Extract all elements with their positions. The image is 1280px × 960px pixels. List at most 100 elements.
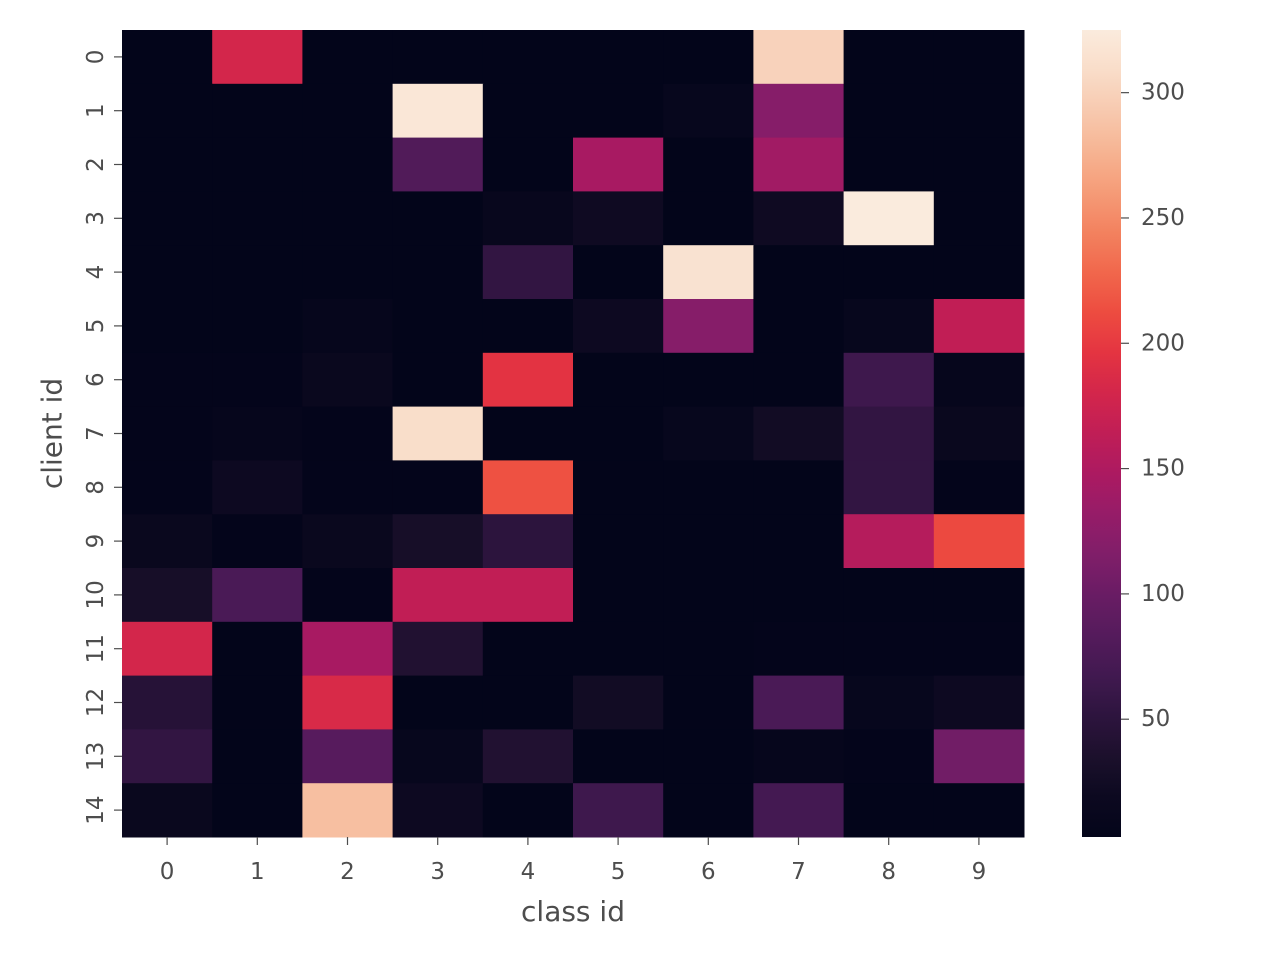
heatmap-cell-r11-c9 [933,621,1025,677]
heatmap-cell-r6-c5 [573,352,664,408]
heatmap-cell-r2-c6 [663,137,754,192]
heatmap-cell-r5-c7 [753,299,845,354]
heatmap-cell-r1-c4 [482,83,574,139]
heatmap-cell-r12-c4 [482,675,574,730]
heatmap-cell-r12-c7 [753,675,845,730]
y-tick-label: 7 [83,426,109,441]
heatmap-cell-r14-c1 [212,783,303,838]
heatmap-cell-r4-c2 [302,245,394,300]
heatmap-cell-r12-c6 [663,675,754,730]
heatmap-cell-r9-c3 [392,514,484,569]
heatmap-cell-r2-c2 [302,137,394,192]
heatmap-cell-r9-c9 [933,514,1025,569]
heatmap-cell-r1-c3 [392,83,484,139]
x-axis-title: class id [521,895,625,928]
heatmap-cell-r1-c6 [663,83,754,139]
heatmap-cell-r4-c0 [122,245,213,300]
heatmap-cell-r5-c2 [302,299,394,354]
heatmap-cell-r3-c4 [482,191,574,246]
heatmap-cell-r14-c4 [482,783,574,838]
heatmap-cell-r1-c9 [933,83,1025,139]
heatmap-cell-r7-c4 [482,406,574,461]
heatmap-cell-r4-c5 [573,245,664,300]
heatmap-cell-r14-c6 [663,783,754,838]
heatmap-cell-r11-c3 [392,621,484,677]
heatmap-cell-r0-c6 [663,30,754,85]
heatmap-cell-r14-c3 [392,783,484,838]
heatmap-cell-r11-c6 [663,621,754,677]
heatmap-cell-r7-c9 [933,406,1025,461]
y-tick-label: 2 [83,157,109,172]
heatmap-cell-r0-c8 [843,30,935,85]
heatmap-cell-r6-c6 [663,352,754,408]
heatmap-cell-r5-c4 [482,299,574,354]
heatmap-cell-r0-c4 [482,30,574,85]
y-tick-label: 3 [83,211,109,226]
heatmap-cell-r5-c3 [392,299,484,354]
heatmap-cell-r8-c3 [392,460,484,515]
heatmap-cell-r5-c6 [663,299,754,354]
heatmap-cell-r2-c0 [122,137,213,192]
heatmap-cell-r3-c2 [302,191,394,246]
y-tick-label: 12 [83,688,109,717]
colorbar-tick-label: 150 [1141,456,1185,482]
x-tick-label: 6 [701,859,716,885]
heatmap-cell-r12-c2 [302,675,394,730]
heatmap-cell-r3-c8 [843,191,935,246]
heatmap-cell-r10-c6 [663,568,754,623]
heatmap-cell-r6-c0 [122,352,213,408]
heatmap-cell-r13-c8 [843,729,935,784]
y-tick-label: 6 [83,372,109,387]
heatmap-cell-r8-c7 [753,460,845,515]
heatmap-cell-r6-c4 [482,352,574,408]
x-tick-label: 8 [881,859,896,885]
heatmap-cell-r6-c9 [933,352,1025,408]
heatmap-cell-r13-c0 [122,729,213,784]
heatmap-cell-r8-c9 [933,460,1025,515]
heatmap-cell-r2-c5 [573,137,664,192]
heatmap-cell-r3-c5 [573,191,664,246]
heatmap-cell-r11-c7 [753,621,845,677]
heatmap-cell-r7-c3 [392,406,484,461]
heatmap-cell-r5-c9 [933,299,1025,354]
heatmap-cell-r13-c4 [482,729,574,784]
heatmap-cell-r9-c8 [843,514,935,569]
heatmap-cell-r10-c7 [753,568,845,623]
heatmap-cell-r10-c3 [392,568,484,623]
heatmap-cell-r12-c9 [933,675,1025,730]
x-tick-label: 1 [250,859,265,885]
colorbar-tick-label: 200 [1141,330,1185,356]
heatmap-cell-r10-c4 [482,568,574,623]
heatmap-cell-r12-c8 [843,675,935,730]
colorbar-tick-label: 50 [1141,706,1170,732]
heatmap-cell-r4-c3 [392,245,484,300]
heatmap-cell-r6-c1 [212,352,303,408]
heatmap-cell-r13-c7 [753,729,845,784]
heatmap-cell-r8-c6 [663,460,754,515]
heatmap-cell-r12-c1 [212,675,303,730]
heatmap-cell-r4-c8 [843,245,935,300]
heatmap-cell-r10-c1 [212,568,303,623]
heatmap-cell-r7-c1 [212,406,303,461]
x-tick-label: 7 [791,859,806,885]
heatmap-cell-r12-c0 [122,675,213,730]
heatmap-cell-r8-c1 [212,460,303,515]
x-tick-label: 0 [160,859,175,885]
y-tick-label: 8 [83,480,109,495]
heatmap-cell-r3-c6 [663,191,754,246]
heatmap-cell-r0-c5 [573,30,664,85]
heatmap-cell-r7-c6 [663,406,754,461]
heatmap-cell-r1-c0 [122,83,213,139]
heatmap-cell-r7-c8 [843,406,935,461]
heatmap-cell-r3-c9 [933,191,1025,246]
heatmap-cell-r1-c1 [212,83,303,139]
x-tick-label: 3 [430,859,445,885]
x-axis-ticks: 0 1 2 3 4 5 6 7 8 9 [160,837,986,885]
y-tick-label: 4 [83,265,109,280]
heatmap-cell-r5-c0 [122,299,213,354]
heatmap-cell-r2-c9 [933,137,1025,192]
heatmap-cell-r2-c8 [843,137,935,192]
heatmap-cell-r2-c4 [482,137,574,192]
x-tick-label: 4 [521,859,536,885]
